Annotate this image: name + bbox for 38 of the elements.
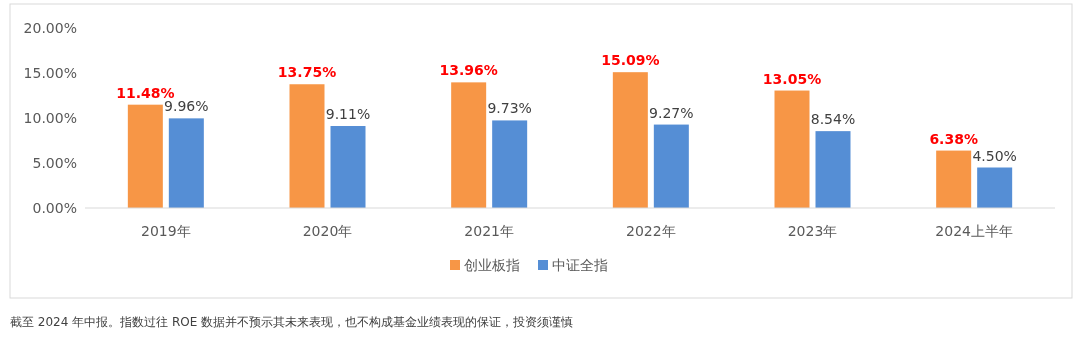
- x-tick-label: 2021年: [464, 223, 514, 239]
- data-label: 8.54%: [810, 111, 856, 128]
- y-tick-label: 15.00%: [23, 65, 77, 81]
- legend-label: 中证全指: [552, 257, 608, 273]
- bar: [330, 126, 366, 208]
- data-label: 11.48%: [116, 84, 175, 101]
- data-label: 13.96%: [439, 62, 498, 79]
- x-tick-label: 2019年: [141, 223, 191, 239]
- bar: [451, 82, 487, 208]
- text: 截至 2024 年中报。指数过往 ROE 数据并不预示其未来表现，也不构成基金业绩表现的保证，投资须谨慎: [10, 315, 574, 329]
- data-label: 9.11%: [325, 106, 371, 123]
- data-label: 13.75%: [277, 64, 337, 81]
- bar: [977, 167, 1013, 208]
- bar: [936, 150, 972, 208]
- y-tick-label: 20.00%: [23, 20, 77, 36]
- legend-label: 创业板指: [464, 257, 520, 273]
- x-tick-label: 2020年: [302, 223, 353, 239]
- bar: [612, 72, 648, 208]
- data-label: 9.27%: [649, 104, 694, 121]
- bar: [127, 104, 163, 208]
- bar: [774, 90, 810, 208]
- bar: [492, 120, 528, 208]
- data-label: 4.50%: [972, 147, 1017, 164]
- x-tick-label: 2023年: [787, 223, 838, 239]
- bar: [168, 118, 204, 208]
- data-label: 6.38%: [929, 130, 978, 147]
- bar: [289, 84, 325, 208]
- y-tick-label: 10.00%: [23, 110, 77, 126]
- data-label: 9.96%: [164, 98, 209, 115]
- bar: [815, 131, 851, 208]
- data-label: 13.05%: [762, 70, 822, 87]
- data-label: 15.09%: [601, 52, 660, 69]
- x-tick-label: 2022年: [626, 223, 676, 239]
- y-tick-label: 0.00%: [32, 200, 77, 216]
- data-label: 9.73%: [487, 100, 532, 117]
- y-tick-label: 5.00%: [32, 155, 77, 171]
- x-tick-label: 2024上半年: [935, 223, 1013, 239]
- bar: [653, 124, 689, 208]
